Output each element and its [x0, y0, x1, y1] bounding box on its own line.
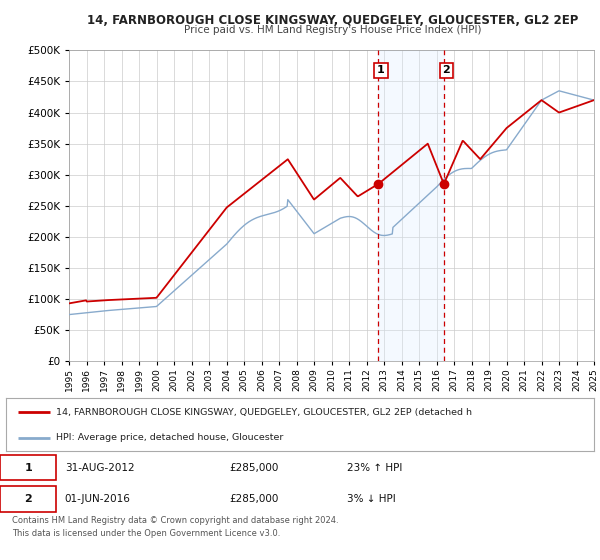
Text: 01-JUN-2016: 01-JUN-2016 [65, 494, 131, 504]
Text: 23% ↑ HPI: 23% ↑ HPI [347, 463, 403, 473]
Text: 31-AUG-2012: 31-AUG-2012 [65, 463, 134, 473]
FancyBboxPatch shape [0, 455, 56, 480]
Text: 1: 1 [377, 66, 385, 75]
Text: 14, FARNBOROUGH CLOSE KINGSWAY, QUEDGELEY, GLOUCESTER, GL2 2EP: 14, FARNBOROUGH CLOSE KINGSWAY, QUEDGELE… [88, 14, 578, 27]
Text: 14, FARNBOROUGH CLOSE KINGSWAY, QUEDGELEY, GLOUCESTER, GL2 2EP (detached h: 14, FARNBOROUGH CLOSE KINGSWAY, QUEDGELE… [56, 408, 472, 417]
Text: £285,000: £285,000 [229, 494, 279, 504]
Text: 3% ↓ HPI: 3% ↓ HPI [347, 494, 396, 504]
Text: This data is licensed under the Open Government Licence v3.0.: This data is licensed under the Open Gov… [12, 529, 280, 538]
Text: HPI: Average price, detached house, Gloucester: HPI: Average price, detached house, Glou… [56, 433, 283, 442]
Text: 2: 2 [443, 66, 451, 75]
Text: £285,000: £285,000 [229, 463, 279, 473]
Text: 2: 2 [25, 494, 32, 504]
Bar [378, 50, 444, 361]
FancyBboxPatch shape [0, 486, 56, 512]
Text: Price paid vs. HM Land Registry's House Price Index (HPI): Price paid vs. HM Land Registry's House … [184, 25, 482, 35]
Text: 1: 1 [25, 463, 32, 473]
Text: Contains HM Land Registry data © Crown copyright and database right 2024.: Contains HM Land Registry data © Crown c… [12, 516, 338, 525]
